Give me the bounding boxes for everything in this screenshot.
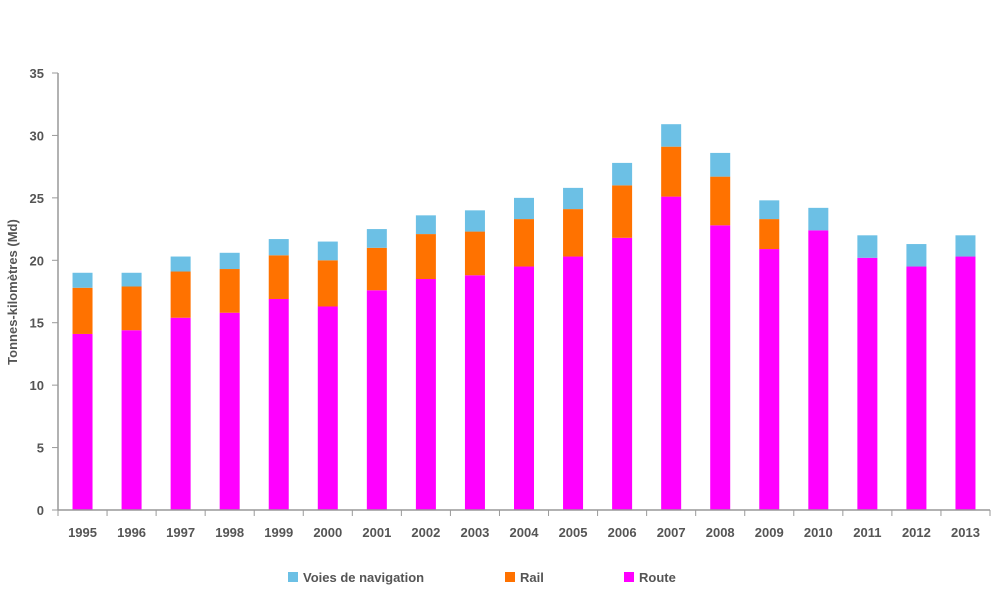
bar-route-2012 <box>906 266 927 510</box>
bars-layer <box>72 124 976 511</box>
bar-route-2002 <box>415 279 436 510</box>
bar-route-2003 <box>464 275 485 510</box>
bar-route-1995 <box>72 333 93 510</box>
y-tick-label-0: 0 <box>37 503 44 518</box>
y-tick-label-35: 35 <box>30 66 44 81</box>
bar-route-1999 <box>268 298 289 510</box>
bar-route-2005 <box>563 256 584 510</box>
ticks-layer: 1995 1996 1997 1998 1999 2000 2001 2002 2003 2004… <box>30 66 980 540</box>
legend: Voies de navigation Rail Route <box>288 570 676 585</box>
bar-rail-2003 <box>464 231 485 276</box>
bar-voies-de-navigation-1997 <box>170 256 191 272</box>
x-tick-label-2011: 2011 <box>853 525 881 540</box>
bar-voies-de-navigation-1999 <box>268 239 289 256</box>
bar-voies-de-navigation-2006 <box>612 162 633 186</box>
bar-rail-2001 <box>366 247 387 291</box>
y-tick-label-10: 10 <box>30 378 44 393</box>
x-tick-label-2002: 2002 <box>411 525 440 540</box>
y-tick-label-5: 5 <box>37 441 44 456</box>
bar-rail-2004 <box>514 219 534 267</box>
bar-route-2013 <box>955 256 976 510</box>
bar-voies-de-navigation-2003 <box>464 210 485 232</box>
bar-voies-de-navigation-1996 <box>121 272 142 287</box>
bar-voies-de-navigation-2008 <box>710 152 731 177</box>
bar-rail-2006 <box>612 185 633 238</box>
bar-route-2004 <box>514 266 534 510</box>
bar-voies-de-navigation-2004 <box>514 197 534 220</box>
bar-route-2007 <box>661 196 682 511</box>
x-tick-label-2012: 2012 <box>902 525 931 540</box>
legend-swatch-voies-de-navigation <box>288 572 298 582</box>
bar-rail-2007 <box>661 146 682 197</box>
bar-voies-de-navigation-2013 <box>955 235 976 257</box>
bar-voies-de-navigation-2007 <box>661 124 682 147</box>
bar-route-2009 <box>759 249 780 511</box>
x-tick-label-2007: 2007 <box>657 525 686 540</box>
bar-rail-2009 <box>759 219 780 250</box>
bar-voies-de-navigation-2001 <box>366 229 387 248</box>
bar-rail-1999 <box>268 255 289 299</box>
bar-voies-de-navigation-2000 <box>317 241 338 261</box>
x-tick-label-2009: 2009 <box>755 525 784 540</box>
bar-rail-2002 <box>415 234 436 280</box>
bar-route-1996 <box>121 330 142 510</box>
y-tick-label-15: 15 <box>30 316 44 331</box>
x-tick-label-1996: 1996 <box>117 525 146 540</box>
bar-route-2000 <box>317 306 338 510</box>
bar-route-2011 <box>857 257 878 510</box>
legend-swatch-route <box>624 572 634 582</box>
bar-rail-2000 <box>317 260 338 307</box>
bar-route-2008 <box>710 225 731 510</box>
y-tick-label-30: 30 <box>30 128 44 143</box>
legend-label-rail: Rail <box>520 570 544 585</box>
y-tick-label-20: 20 <box>30 253 44 268</box>
bar-route-1998 <box>219 312 240 510</box>
bar-rail-1997 <box>170 271 191 318</box>
bar-voies-de-navigation-2005 <box>563 187 584 210</box>
x-tick-label-2000: 2000 <box>313 525 342 540</box>
x-tick-label-2004: 2004 <box>510 525 540 540</box>
x-tick-label-2001: 2001 <box>362 525 391 540</box>
legend-label-route: Route <box>639 570 676 585</box>
x-tick-label-2005: 2005 <box>559 525 588 540</box>
x-tick-label-1997: 1997 <box>166 525 195 540</box>
legend-label-voies-de-navigation: Voies de navigation <box>303 570 424 585</box>
bar-voies-de-navigation-1998 <box>219 252 240 270</box>
bar-voies-de-navigation-2011 <box>857 235 878 258</box>
bar-route-2001 <box>366 290 387 510</box>
bar-route-2010 <box>808 230 829 510</box>
bar-voies-de-navigation-1995 <box>72 272 93 288</box>
bar-rail-1998 <box>219 269 240 313</box>
bar-rail-2008 <box>710 176 731 226</box>
axes-layer <box>52 72 991 516</box>
x-tick-label-1995: 1995 <box>68 525 97 540</box>
bar-voies-de-navigation-2010 <box>808 207 829 231</box>
legend-swatch-rail <box>505 572 515 582</box>
x-tick-label-2013: 2013 <box>951 525 980 540</box>
x-tick-label-2006: 2006 <box>608 525 637 540</box>
bar-voies-de-navigation-2002 <box>415 215 436 235</box>
bar-route-2006 <box>612 237 633 510</box>
bar-voies-de-navigation-2009 <box>759 200 780 220</box>
bar-rail-1995 <box>72 287 93 334</box>
bar-rail-2005 <box>563 209 584 257</box>
x-tick-label-1998: 1998 <box>215 525 244 540</box>
x-tick-label-2008: 2008 <box>706 525 735 540</box>
x-tick-label-2010: 2010 <box>804 525 833 540</box>
bar-rail-1996 <box>121 286 142 331</box>
x-tick-label-1999: 1999 <box>264 525 293 540</box>
bar-voies-de-navigation-2012 <box>906 244 927 267</box>
x-tick-label-2003: 2003 <box>460 525 489 540</box>
y-axis-title: Tonnes-kilomètres (Md) <box>5 219 20 365</box>
y-tick-label-25: 25 <box>30 191 44 206</box>
bar-route-1997 <box>170 317 191 510</box>
